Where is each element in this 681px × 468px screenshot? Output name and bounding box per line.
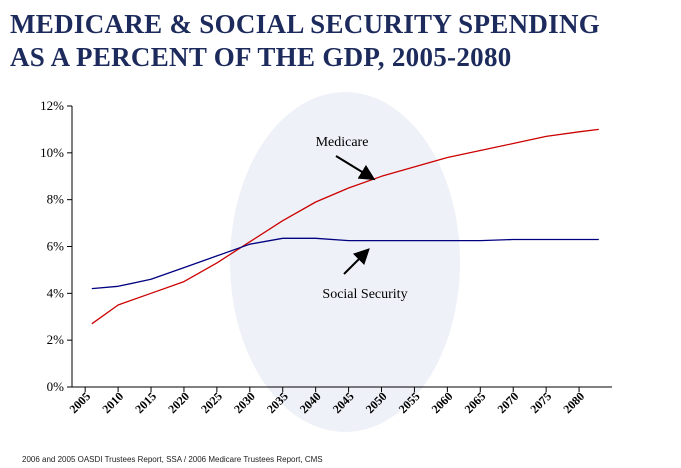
x-tick-label: 2020 [165,389,192,416]
y-tick-label: 2% [47,332,65,347]
y-tick-label: 0% [47,379,65,394]
x-tick-label: 2030 [231,389,258,416]
y-tick-label: 6% [47,239,65,254]
annotation-arrow [335,155,376,181]
page-title: MEDICARE & SOCIAL SECURITY SPENDING AS A… [10,8,600,74]
series-line-social-security [91,237,599,290]
annotation-arrow [343,248,370,275]
title-line-2: AS A PERCENT OF THE GDP, 2005-2080 [10,42,512,72]
x-tick-label: 2080 [560,389,587,416]
chart-annotations: Medicare Social Security [316,135,408,302]
x-tick-label: 2075 [527,389,554,416]
x-tick-label: 2055 [396,389,423,416]
y-tick-label: 8% [47,192,65,207]
x-tick-label: 2045 [330,389,357,416]
x-tick-label: 2025 [198,389,225,416]
x-tick-label: 2010 [99,389,126,416]
x-tick-label: 2060 [429,389,456,416]
title-line-1: MEDICARE & SOCIAL SECURITY SPENDING [10,9,601,39]
y-tick-label: 4% [47,285,65,300]
x-tick-label: 2040 [297,389,324,416]
y-tick-label: 12% [40,98,64,113]
x-tick-label: 2035 [264,389,291,416]
annotation-label-medicare: Medicare [316,135,369,150]
y-tick-label: 10% [40,145,64,160]
x-tick-label: 2050 [363,389,390,416]
chart-series [91,128,599,325]
x-tick-label: 2005 [66,389,93,416]
source-note: 2006 and 2005 OASDI Trustees Report, SSA… [22,455,323,464]
x-tick-label: 2070 [494,389,521,416]
annotation-label-social-security: Social Security [322,287,407,302]
y-axis-ticks: 0% 2% 4% 6% 8% 10% 12% [40,98,72,394]
x-axis-ticks: 2005 2010 2015 2020 2025 2030 2035 2040 2045 2050… [66,387,587,416]
series-line-medicare [91,128,599,325]
x-tick-label: 2015 [132,389,159,416]
background-watermark [230,92,460,432]
x-tick-label: 2065 [462,389,489,416]
